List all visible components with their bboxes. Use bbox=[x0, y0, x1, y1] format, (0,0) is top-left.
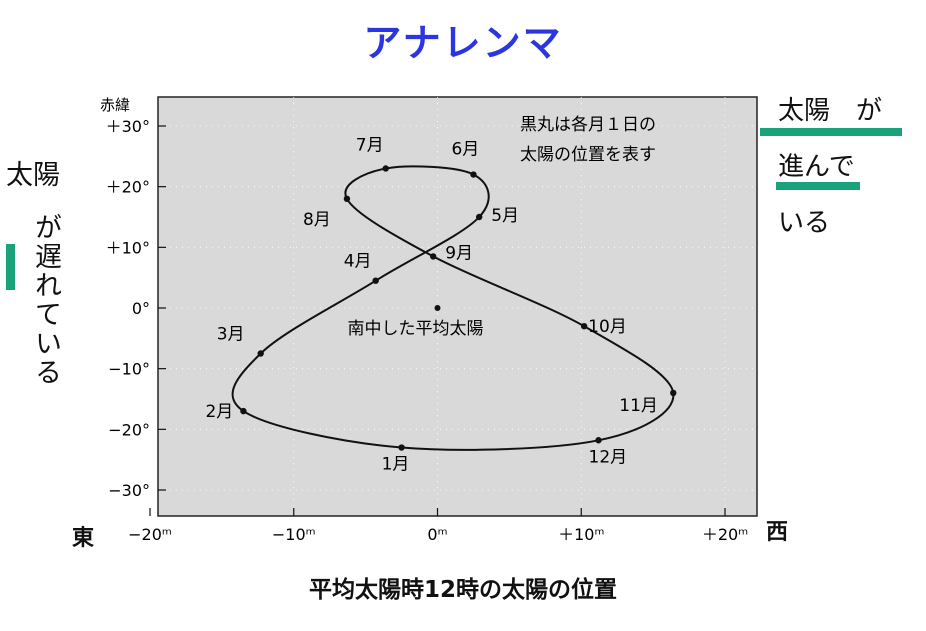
month-label: 5月 bbox=[491, 206, 519, 226]
y-tick-label: −20° bbox=[108, 420, 150, 439]
y-axis-title: 赤緯 bbox=[100, 96, 130, 114]
month-label: 2月 bbox=[205, 402, 233, 422]
y-tick-label: 0° bbox=[132, 299, 150, 318]
month-point bbox=[429, 253, 437, 260]
month-point bbox=[240, 407, 247, 415]
y-tick-label: ＋20° bbox=[106, 178, 150, 197]
month-label: 8月 bbox=[303, 210, 331, 230]
month-point bbox=[580, 323, 588, 330]
month-label: 1月 bbox=[382, 455, 410, 475]
month-point bbox=[257, 350, 264, 357]
month-point bbox=[470, 171, 477, 178]
month-point bbox=[382, 165, 389, 172]
y-tick-label: ＋30° bbox=[106, 117, 150, 136]
east-label: 東 bbox=[72, 526, 95, 551]
plot-area bbox=[157, 96, 758, 517]
month-label: 10月 bbox=[588, 317, 627, 337]
y-tick-label: −30° bbox=[108, 481, 150, 500]
x-tick-label: −20ᵐ bbox=[128, 525, 172, 544]
y-tick-label: ＋10° bbox=[106, 238, 150, 257]
mean-sun-point bbox=[434, 305, 441, 311]
annotation-line-2: 太陽の位置を表す bbox=[520, 145, 656, 165]
month-point bbox=[595, 437, 602, 444]
x-tick-label: ＋10ᵐ bbox=[558, 525, 604, 544]
month-label: 11月 bbox=[619, 396, 658, 416]
month-label: 3月 bbox=[217, 325, 245, 345]
mean-sun-label: 南中した平均太陽 bbox=[348, 319, 484, 339]
x-axis-title: 平均太陽時12時の太陽の位置 bbox=[308, 577, 617, 603]
right-note-line1: 太陽 が bbox=[778, 96, 883, 126]
right-note-line2: 進んで bbox=[778, 152, 855, 182]
y-tick-label: −10° bbox=[108, 360, 150, 379]
month-label: 4月 bbox=[344, 252, 372, 272]
right-accent-bar-1 bbox=[760, 128, 902, 136]
west-label: 西 bbox=[766, 520, 789, 545]
month-point bbox=[670, 389, 677, 397]
month-label: 9月 bbox=[445, 243, 473, 263]
left-note-body: が遅れている bbox=[30, 213, 61, 387]
annotation-line-1: 黒丸は各月１日の bbox=[520, 115, 656, 135]
month-point bbox=[475, 213, 483, 221]
left-note-heading: 太陽 bbox=[6, 160, 60, 191]
month-label: 7月 bbox=[356, 135, 384, 155]
right-accent-bar-2 bbox=[776, 182, 860, 190]
month-point bbox=[343, 195, 351, 202]
page-title: アナレンマ bbox=[363, 21, 563, 65]
month-label: 6月 bbox=[451, 140, 479, 160]
month-label: 12月 bbox=[589, 447, 628, 467]
x-tick-label: 0ᵐ bbox=[427, 525, 447, 544]
left-accent-bar bbox=[6, 244, 15, 290]
x-tick-label: ＋20ᵐ bbox=[702, 525, 748, 544]
month-point bbox=[372, 277, 379, 284]
right-note-line3: いる bbox=[778, 208, 831, 238]
x-tick-label: −10ᵐ bbox=[272, 525, 316, 544]
month-point bbox=[398, 444, 405, 451]
